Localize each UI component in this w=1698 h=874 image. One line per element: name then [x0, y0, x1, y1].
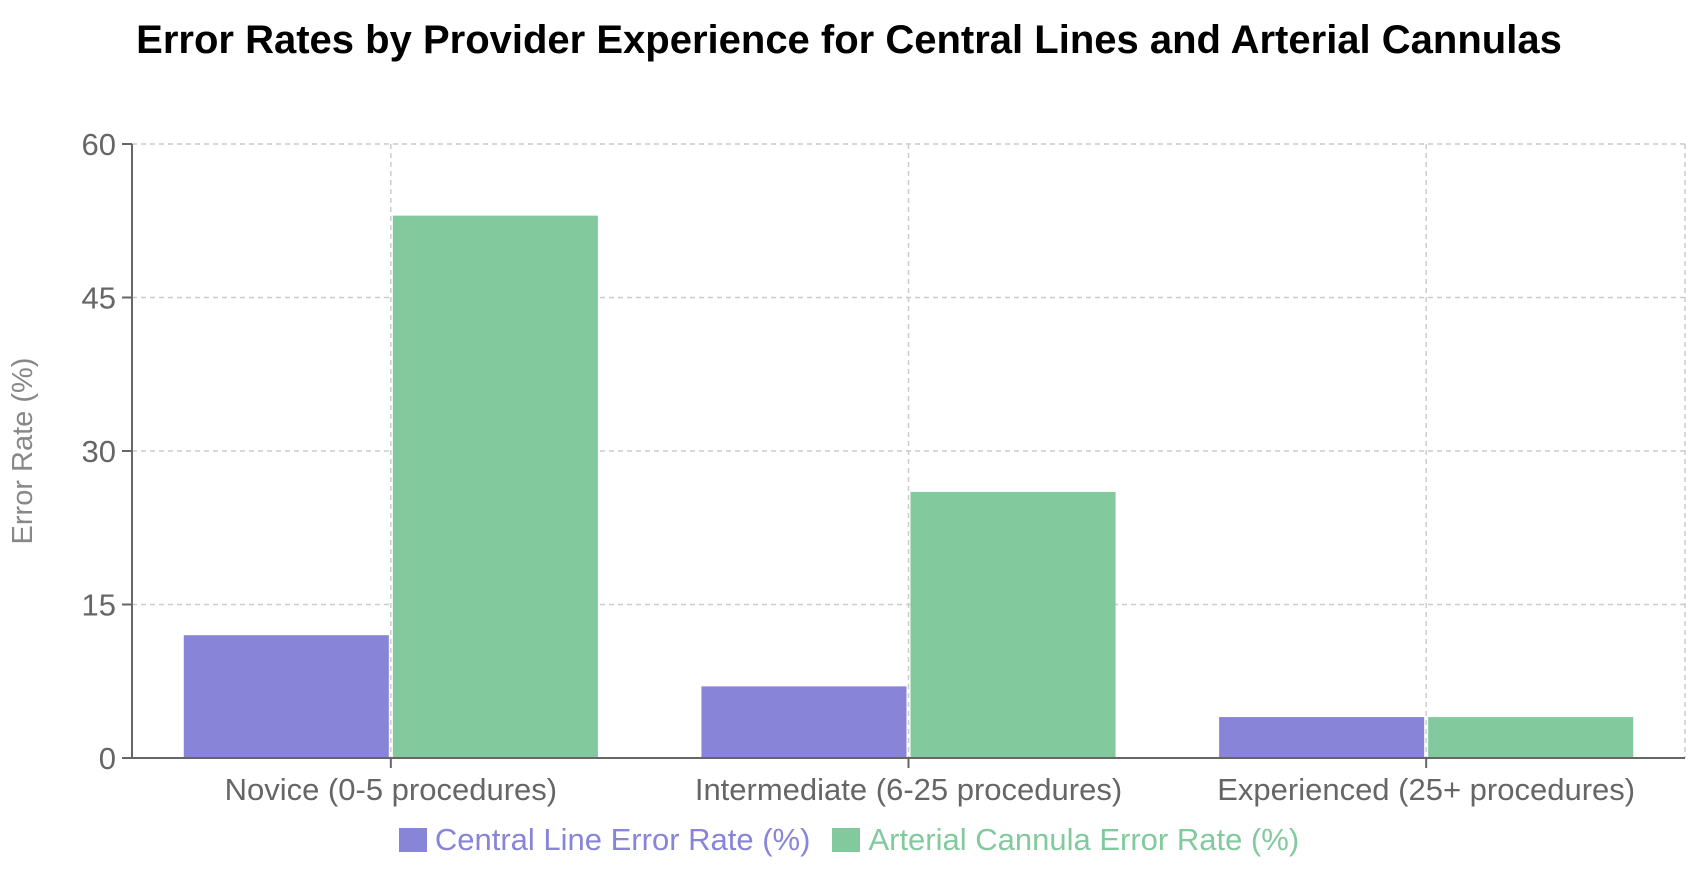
- y-tick-label: 0: [99, 741, 116, 776]
- bar-series-1-cat-1: [910, 491, 1116, 758]
- y-tick-label: 60: [82, 127, 116, 162]
- bar-series-0-cat-0: [183, 635, 389, 758]
- bars-layer: [183, 215, 1634, 759]
- legend-swatch: [398, 828, 427, 852]
- bar-series-1-cat-2: [1428, 717, 1634, 758]
- bar-series-0-cat-1: [701, 686, 907, 758]
- legend-item-0[interactable]: Central Line Error Rate (%): [398, 822, 811, 858]
- legend-item-1[interactable]: Arterial Cannula Error Rate (%): [832, 822, 1299, 858]
- y-tick-label: 45: [82, 281, 116, 316]
- y-tick-label: 30: [82, 434, 116, 469]
- legend: Central Line Error Rate (%) Arterial Cann…: [0, 822, 1698, 858]
- y-tick-label: 15: [82, 588, 116, 623]
- chart-title: Error Rates by Provider Experience for C…: [136, 18, 1562, 62]
- legend-swatch: [832, 828, 861, 852]
- y-axis-title: Error Rate (%): [7, 358, 39, 545]
- grid-layer: [132, 143, 1686, 758]
- x-tick-label: Intermediate (6-25 procedures): [695, 772, 1122, 807]
- axes-layer: [122, 143, 1685, 768]
- legend-label: Arterial Cannula Error Rate (%): [868, 822, 1300, 857]
- x-tick-label: Novice (0-5 procedures): [225, 772, 558, 807]
- legend-label: Central Line Error Rate (%): [434, 822, 811, 857]
- bar-series-0-cat-2: [1219, 717, 1425, 758]
- x-tick-label: Experienced (25+ procedures): [1217, 772, 1635, 807]
- labels-layer: 0 15 30 45 60 Novice (0-5 procedures) Intermed…: [82, 127, 1636, 807]
- bar-series-1-cat-0: [392, 215, 598, 759]
